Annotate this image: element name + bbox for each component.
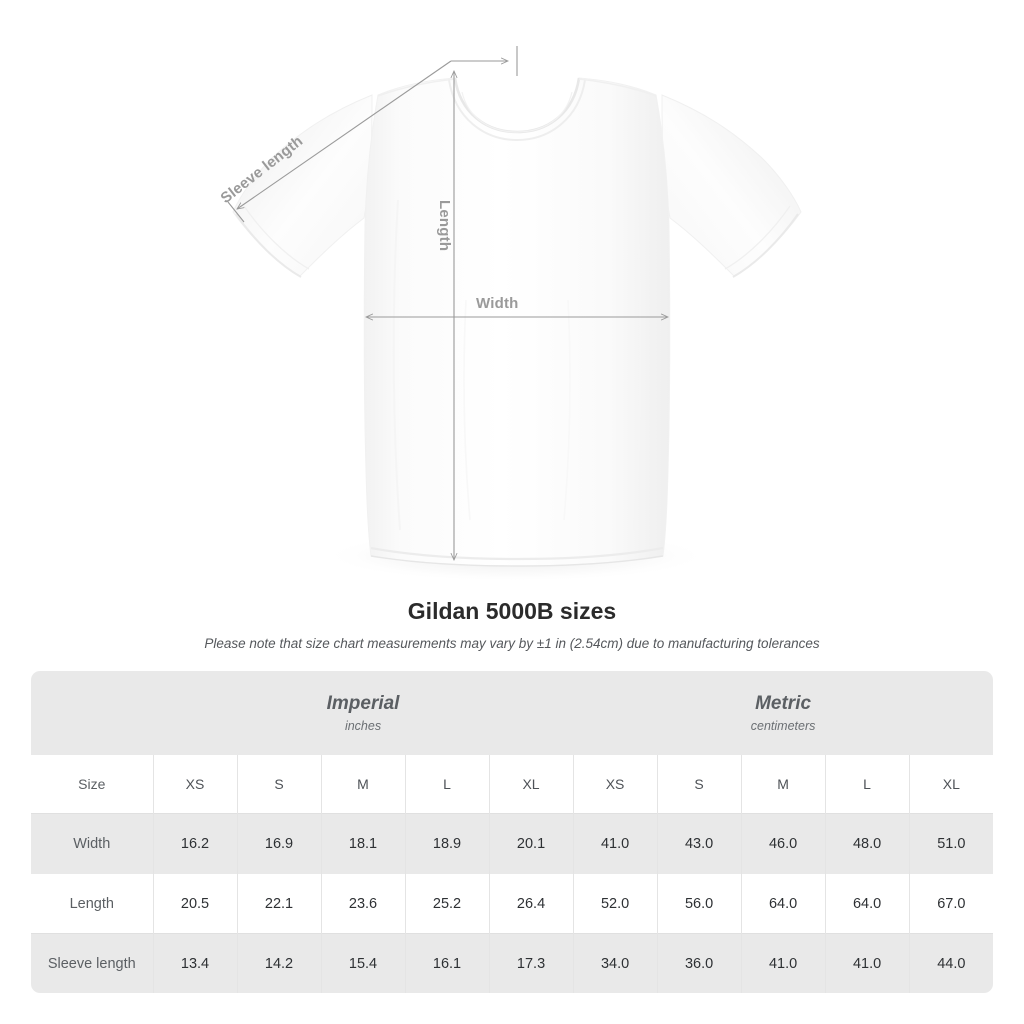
size-col-imperial-l: L (405, 755, 490, 814)
unit-group-imperial: Imperial inches (153, 671, 574, 755)
row-label-width: Width (31, 813, 154, 874)
cell: 17.3 (489, 933, 574, 993)
cell: 18.1 (321, 813, 406, 874)
cell: 64.0 (825, 873, 910, 934)
cell: 34.0 (573, 933, 658, 993)
size-col-metric-m: M (741, 755, 826, 814)
size-col-metric-l: L (825, 755, 910, 814)
cell: 41.0 (825, 933, 910, 993)
length-label: Length (436, 200, 453, 252)
size-header-label: Size (31, 755, 154, 814)
cell: 16.2 (153, 813, 238, 874)
cell: 23.6 (321, 873, 406, 934)
size-col-imperial-xs: XS (153, 755, 238, 814)
size-col-imperial-m: M (321, 755, 406, 814)
cell: 18.9 (405, 813, 490, 874)
cell: 44.0 (909, 933, 994, 993)
table-row: Length 20.5 22.1 23.6 25.2 26.4 52.0 56.… (31, 873, 994, 934)
size-chart-table: Imperial inches Metric centimeters Size … (31, 671, 994, 993)
size-col-metric-xs: XS (573, 755, 658, 814)
sleeve-length-measure-arrow (227, 60, 452, 223)
unit-group-imperial-sub: inches (344, 718, 382, 733)
cell: 41.0 (741, 933, 826, 993)
cell: 43.0 (657, 813, 742, 874)
cell: 16.1 (405, 933, 490, 993)
cell: 36.0 (657, 933, 742, 993)
unit-group-imperial-name: Imperial (326, 692, 400, 714)
size-col-metric-xl: XL (909, 755, 994, 814)
cell: 56.0 (657, 873, 742, 934)
unit-group-row: Imperial inches Metric centimeters (31, 671, 994, 755)
width-label: Width (476, 295, 519, 312)
cell: 20.1 (489, 813, 574, 874)
unit-group-metric: Metric centimeters (573, 671, 994, 755)
unit-group-metric-name: Metric (755, 692, 812, 714)
cell: 67.0 (909, 873, 994, 934)
heading-block: Gildan 5000B sizes Please note that size… (0, 596, 1024, 652)
cell: 48.0 (825, 813, 910, 874)
size-col-metric-s: S (657, 755, 742, 814)
cell: 41.0 (573, 813, 658, 874)
size-col-imperial-xl: XL (489, 755, 574, 814)
unit-group-spacer (31, 671, 153, 755)
cell: 51.0 (909, 813, 994, 874)
cell: 64.0 (741, 873, 826, 934)
cell: 25.2 (405, 873, 490, 934)
unit-group-metric-sub: centimeters (750, 718, 816, 733)
size-header-row: Size XS S M L XL XS S M L XL (31, 755, 994, 814)
page-subtitle: Please note that size chart measurements… (204, 636, 820, 651)
cell: 52.0 (573, 873, 658, 934)
row-label-length: Length (31, 873, 154, 934)
table-row: Width 16.2 16.9 18.1 18.9 20.1 41.0 43.0… (31, 813, 994, 874)
table-row: Sleeve length 13.4 14.2 15.4 16.1 17.3 3… (31, 933, 994, 993)
cell: 22.1 (237, 873, 322, 934)
cell: 15.4 (321, 933, 406, 993)
cell: 16.9 (237, 813, 322, 874)
page-title: Gildan 5000B sizes (407, 598, 617, 624)
shoulder-reference-line (451, 46, 518, 76)
cell: 46.0 (741, 813, 826, 874)
row-label-sleeve-length: Sleeve length (31, 933, 154, 993)
size-col-imperial-s: S (237, 755, 322, 814)
cell: 26.4 (489, 873, 574, 934)
cell: 13.4 (153, 933, 238, 993)
cell: 14.2 (237, 933, 322, 993)
tshirt-diagram: Width Length Sleeve length (217, 46, 802, 582)
cell: 20.5 (153, 873, 238, 934)
tshirt-illustration (227, 46, 802, 582)
